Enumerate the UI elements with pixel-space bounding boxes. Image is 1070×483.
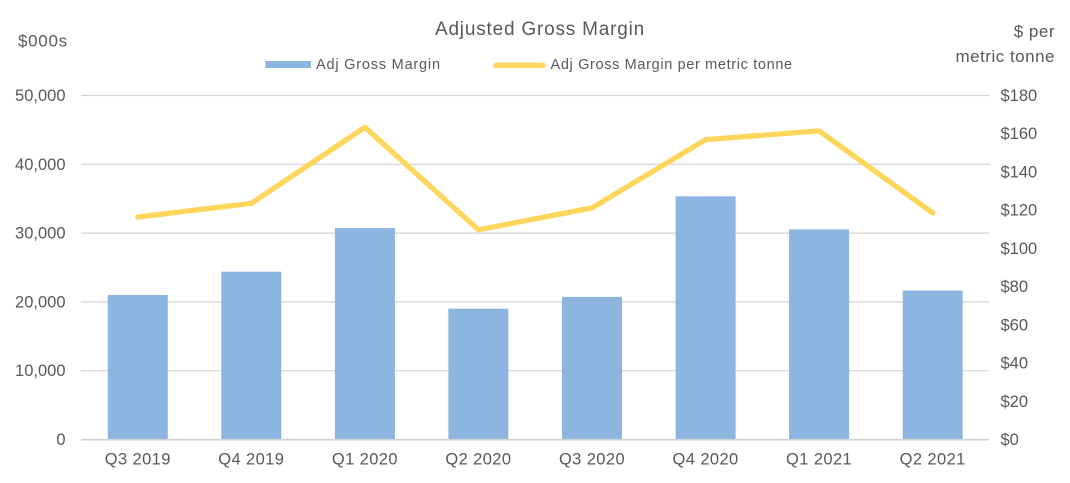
svg-text:$0: $0 [1001,431,1019,449]
svg-text:Q3 2019: Q3 2019 [105,451,171,469]
svg-text:$000s: $000s [18,32,68,51]
svg-text:$100: $100 [1001,240,1038,258]
svg-text:30,000: 30,000 [15,225,65,243]
svg-text:Adj Gross Margin per metric to: Adj Gross Margin per metric tonne [551,57,793,73]
svg-text:$140: $140 [1001,163,1038,181]
svg-text:$80: $80 [1001,278,1029,296]
svg-text:Q1 2020: Q1 2020 [332,451,398,469]
svg-text:Q2 2020: Q2 2020 [445,451,511,469]
svg-text:metric tonne: metric tonne [955,47,1055,66]
svg-text:Adjusted Gross Margin: Adjusted Gross Margin [435,19,645,40]
svg-text:Q3 2020: Q3 2020 [559,451,625,469]
svg-text:$180: $180 [1001,87,1038,105]
svg-text:20,000: 20,000 [15,293,65,311]
svg-text:$ per: $ per [1014,22,1055,41]
svg-text:$20: $20 [1001,393,1029,411]
svg-text:$60: $60 [1001,316,1029,334]
svg-text:$40: $40 [1001,355,1029,373]
svg-text:Adj Gross Margin: Adj Gross Margin [316,57,441,73]
svg-text:Q4 2020: Q4 2020 [673,451,739,469]
svg-text:10,000: 10,000 [15,362,65,380]
svg-text:50,000: 50,000 [15,87,65,105]
svg-text:0: 0 [56,431,65,449]
svg-text:Q2 2021: Q2 2021 [900,451,966,469]
svg-text:Q1 2021: Q1 2021 [786,451,852,469]
svg-text:40,000: 40,000 [15,156,65,174]
svg-text:$160: $160 [1001,125,1038,143]
svg-text:$120: $120 [1001,202,1038,220]
svg-text:Q4 2019: Q4 2019 [218,451,284,469]
